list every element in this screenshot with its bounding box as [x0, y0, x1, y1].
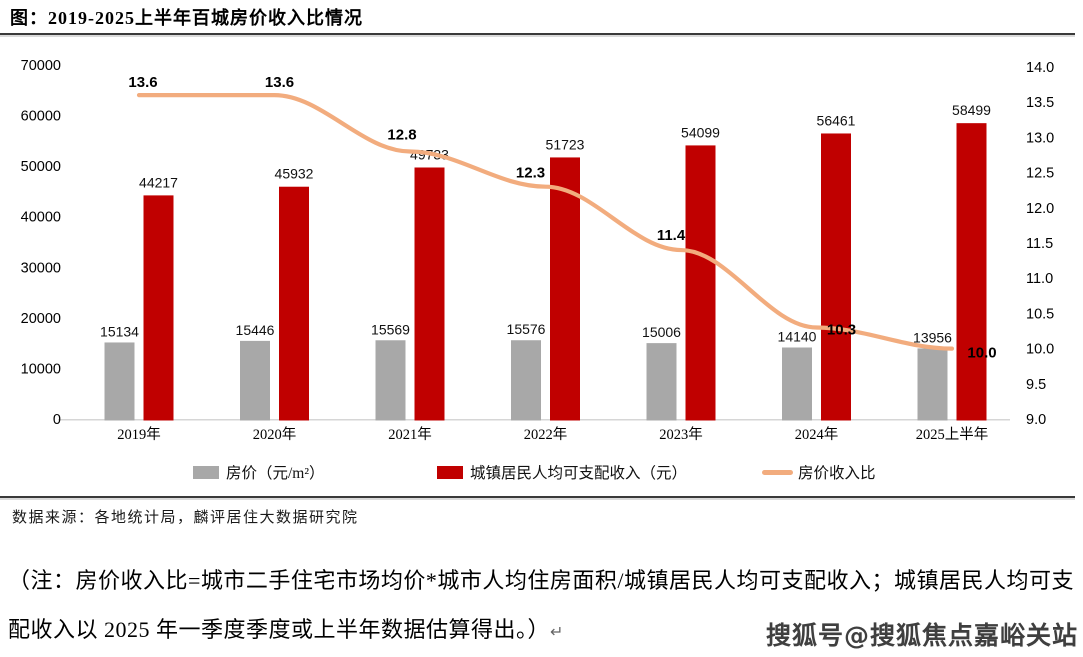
x-axis-category-label: 2023年	[659, 426, 703, 443]
x-axis-category-label: 2022年	[524, 426, 568, 443]
price-bar	[375, 340, 406, 421]
income-bar-value-label: 56461	[817, 112, 856, 128]
legend-label-income: 城镇居民人均可支配收入（元）	[470, 464, 687, 482]
x-axis-category-label: 2021年	[388, 426, 432, 443]
right-axis-tick: 9.0	[1026, 412, 1046, 428]
right-axis-tick: 12.0	[1026, 201, 1054, 217]
income-bar-value-label: 44217	[139, 174, 178, 190]
right-axis-tick: 10.0	[1026, 342, 1054, 358]
price-bar	[782, 347, 812, 421]
data-source-text: 数据来源：各地统计局，麟评居住大数据研究院	[12, 510, 359, 526]
footnote-text: （注：房价收入比=城市二手住宅市场均价*城市人均住房面积/城镇居民人均可支配收入…	[8, 556, 1076, 657]
price-bar-value-label: 15006	[642, 324, 681, 340]
ratio-point-label: 12.3	[516, 165, 545, 182]
left-axis-tick: 10000	[21, 361, 61, 377]
left-axis-tick: 60000	[21, 109, 61, 125]
right-axis-tick: 10.5	[1026, 306, 1054, 322]
income-bar	[685, 145, 716, 421]
price-bar	[917, 348, 948, 421]
price-bar	[240, 340, 270, 421]
right-axis-tick: 14.0	[1026, 60, 1054, 76]
left-axis-tick: 40000	[21, 210, 61, 226]
right-axis-tick: 13.0	[1026, 130, 1054, 146]
ratio-point-label: 10.3	[827, 321, 856, 338]
legend-label-ratio: 房价收入比	[798, 464, 876, 482]
legend-swatch-price	[193, 466, 219, 479]
divider-top	[0, 33, 1075, 35]
income-bar	[143, 195, 174, 421]
income-bar-value-label: 58499	[952, 102, 991, 118]
left-axis-tick: 20000	[21, 311, 61, 327]
left-axis-tick: 50000	[21, 159, 61, 175]
price-bar-value-label: 15569	[371, 321, 410, 337]
income-bar	[550, 157, 580, 421]
legend-swatch-ratio-line	[762, 470, 793, 475]
income-bar-value-label: 45932	[275, 166, 314, 182]
ratio-line	[136, 93, 955, 351]
price-bar-value-label: 15576	[507, 321, 546, 337]
left-axis-tick: 0	[53, 412, 61, 428]
watermark: 搜狐号@搜狐焦点嘉峪关站	[765, 621, 1078, 650]
divider-bottom	[0, 496, 1075, 498]
page-title-text: 图：2019-2025上半年百城房价收入比情况	[10, 8, 363, 28]
page-title: 图：2019-2025上半年百城房价收入比情况	[10, 4, 363, 30]
ratio-point-label: 12.8	[387, 126, 416, 143]
price-bar	[646, 343, 677, 421]
price-bar	[511, 340, 541, 421]
price-bar-value-label: 15446	[236, 322, 275, 338]
income-bar-value-label: 54099	[681, 124, 720, 140]
paragraph-return-mark: ↵	[550, 624, 564, 641]
x-axis-category-label: 2025上半年	[916, 426, 989, 443]
income-bar	[821, 133, 851, 421]
price-bar	[104, 342, 135, 421]
combo-chart-canvas: 0 10000 20000 30000 40000 50000 60000 70000 9.0 9…	[21, 58, 1055, 482]
ratio-point-label: 13.6	[128, 74, 157, 91]
right-axis-tick: 11.5	[1026, 236, 1053, 252]
legend-swatch-income	[437, 466, 463, 479]
ratio-point-label: 13.6	[265, 74, 294, 91]
x-axis-category-label: 2024年	[795, 426, 839, 443]
ratio-point-label: 11.4	[657, 227, 686, 244]
ratio-point-label: 10.0	[967, 345, 996, 362]
income-bar	[279, 186, 309, 421]
left-axis-tick: 70000	[21, 58, 61, 74]
price-bar-value-label: 14140	[778, 328, 817, 344]
left-axis-tick: 30000	[21, 260, 61, 276]
right-axis-tick: 13.5	[1026, 95, 1054, 111]
income-bar	[956, 123, 987, 421]
price-bar-value-label: 13956	[913, 329, 952, 345]
right-axis-tick: 9.5	[1026, 377, 1046, 393]
legend-label-price: 房价（元/m²）	[226, 464, 325, 482]
x-axis-category-label: 2020年	[253, 426, 297, 443]
income-bar-value-label: 51723	[546, 136, 585, 152]
right-axis-tick: 12.5	[1026, 166, 1054, 182]
price-bar-value-label: 15134	[100, 323, 139, 339]
footnote-body: （注：房价收入比=城市二手住宅市场均价*城市人均住房面积/城镇居民人均可支配收入…	[8, 568, 1075, 642]
x-axis-category-label: 2019年	[117, 426, 161, 443]
right-axis-tick: 11.0	[1026, 271, 1053, 287]
income-bar	[414, 167, 445, 421]
